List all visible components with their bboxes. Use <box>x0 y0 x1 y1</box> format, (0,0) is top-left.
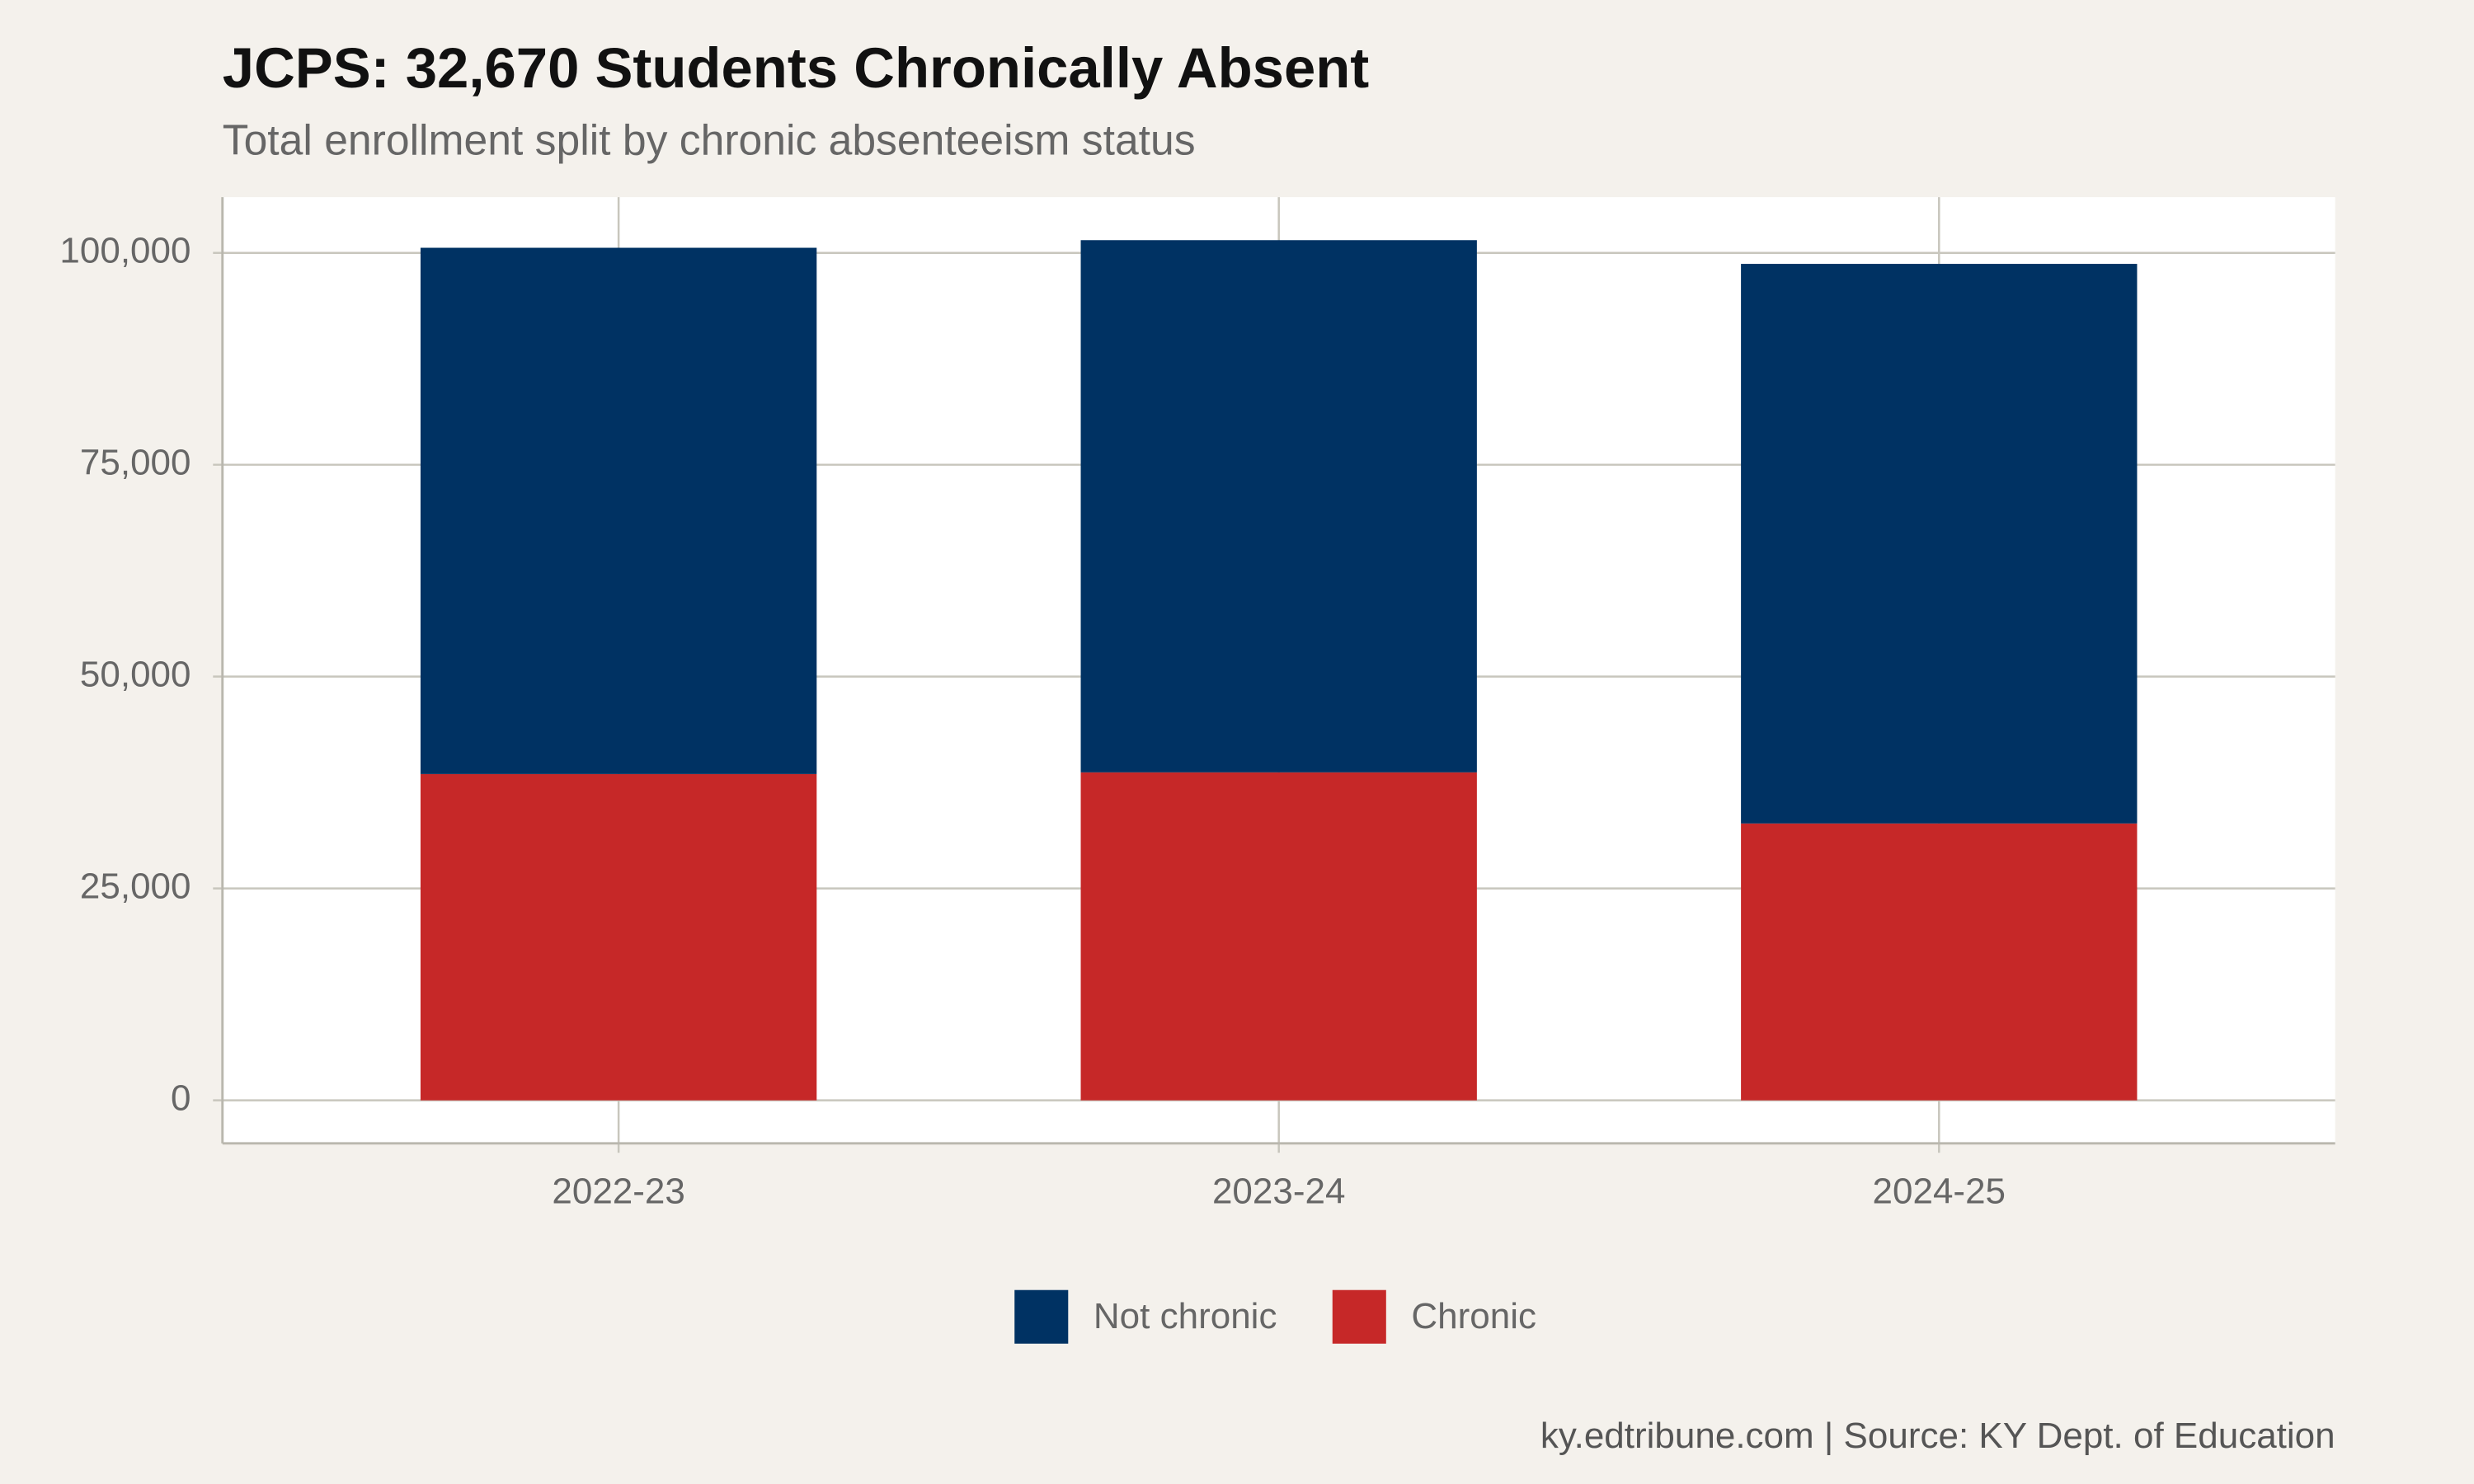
caption: ky.edtribune.com | Source: KY Dept. of E… <box>1540 1416 2335 1456</box>
bar-segment <box>1741 264 2138 824</box>
x-tick-label: 2022-23 <box>552 1172 685 1212</box>
legend-swatch <box>1014 1289 1069 1344</box>
legend-label: Not chronic <box>1094 1296 1277 1336</box>
bar-segment <box>420 773 817 1101</box>
y-tick-label: 100,000 <box>59 230 190 270</box>
chart-subtitle: Total enrollment split by chronic absent… <box>223 116 1196 164</box>
x-tick-label: 2023-24 <box>1212 1172 1346 1212</box>
y-tick-label: 50,000 <box>80 654 191 694</box>
legend-swatch <box>1332 1289 1386 1344</box>
x-tick-label: 2024-25 <box>1873 1172 2006 1212</box>
y-tick-label: 0 <box>171 1078 190 1118</box>
bar-segment <box>1080 240 1477 773</box>
y-tick-label: 75,000 <box>80 442 191 482</box>
bar-segment <box>1741 823 2138 1101</box>
bar-segment <box>1080 772 1477 1101</box>
chart-title: JCPS: 32,670 Students Chronically Absent <box>223 36 1370 100</box>
bar-segment <box>420 247 817 774</box>
legend-label: Chronic <box>1411 1296 1536 1336</box>
y-tick-label: 25,000 <box>80 866 191 906</box>
